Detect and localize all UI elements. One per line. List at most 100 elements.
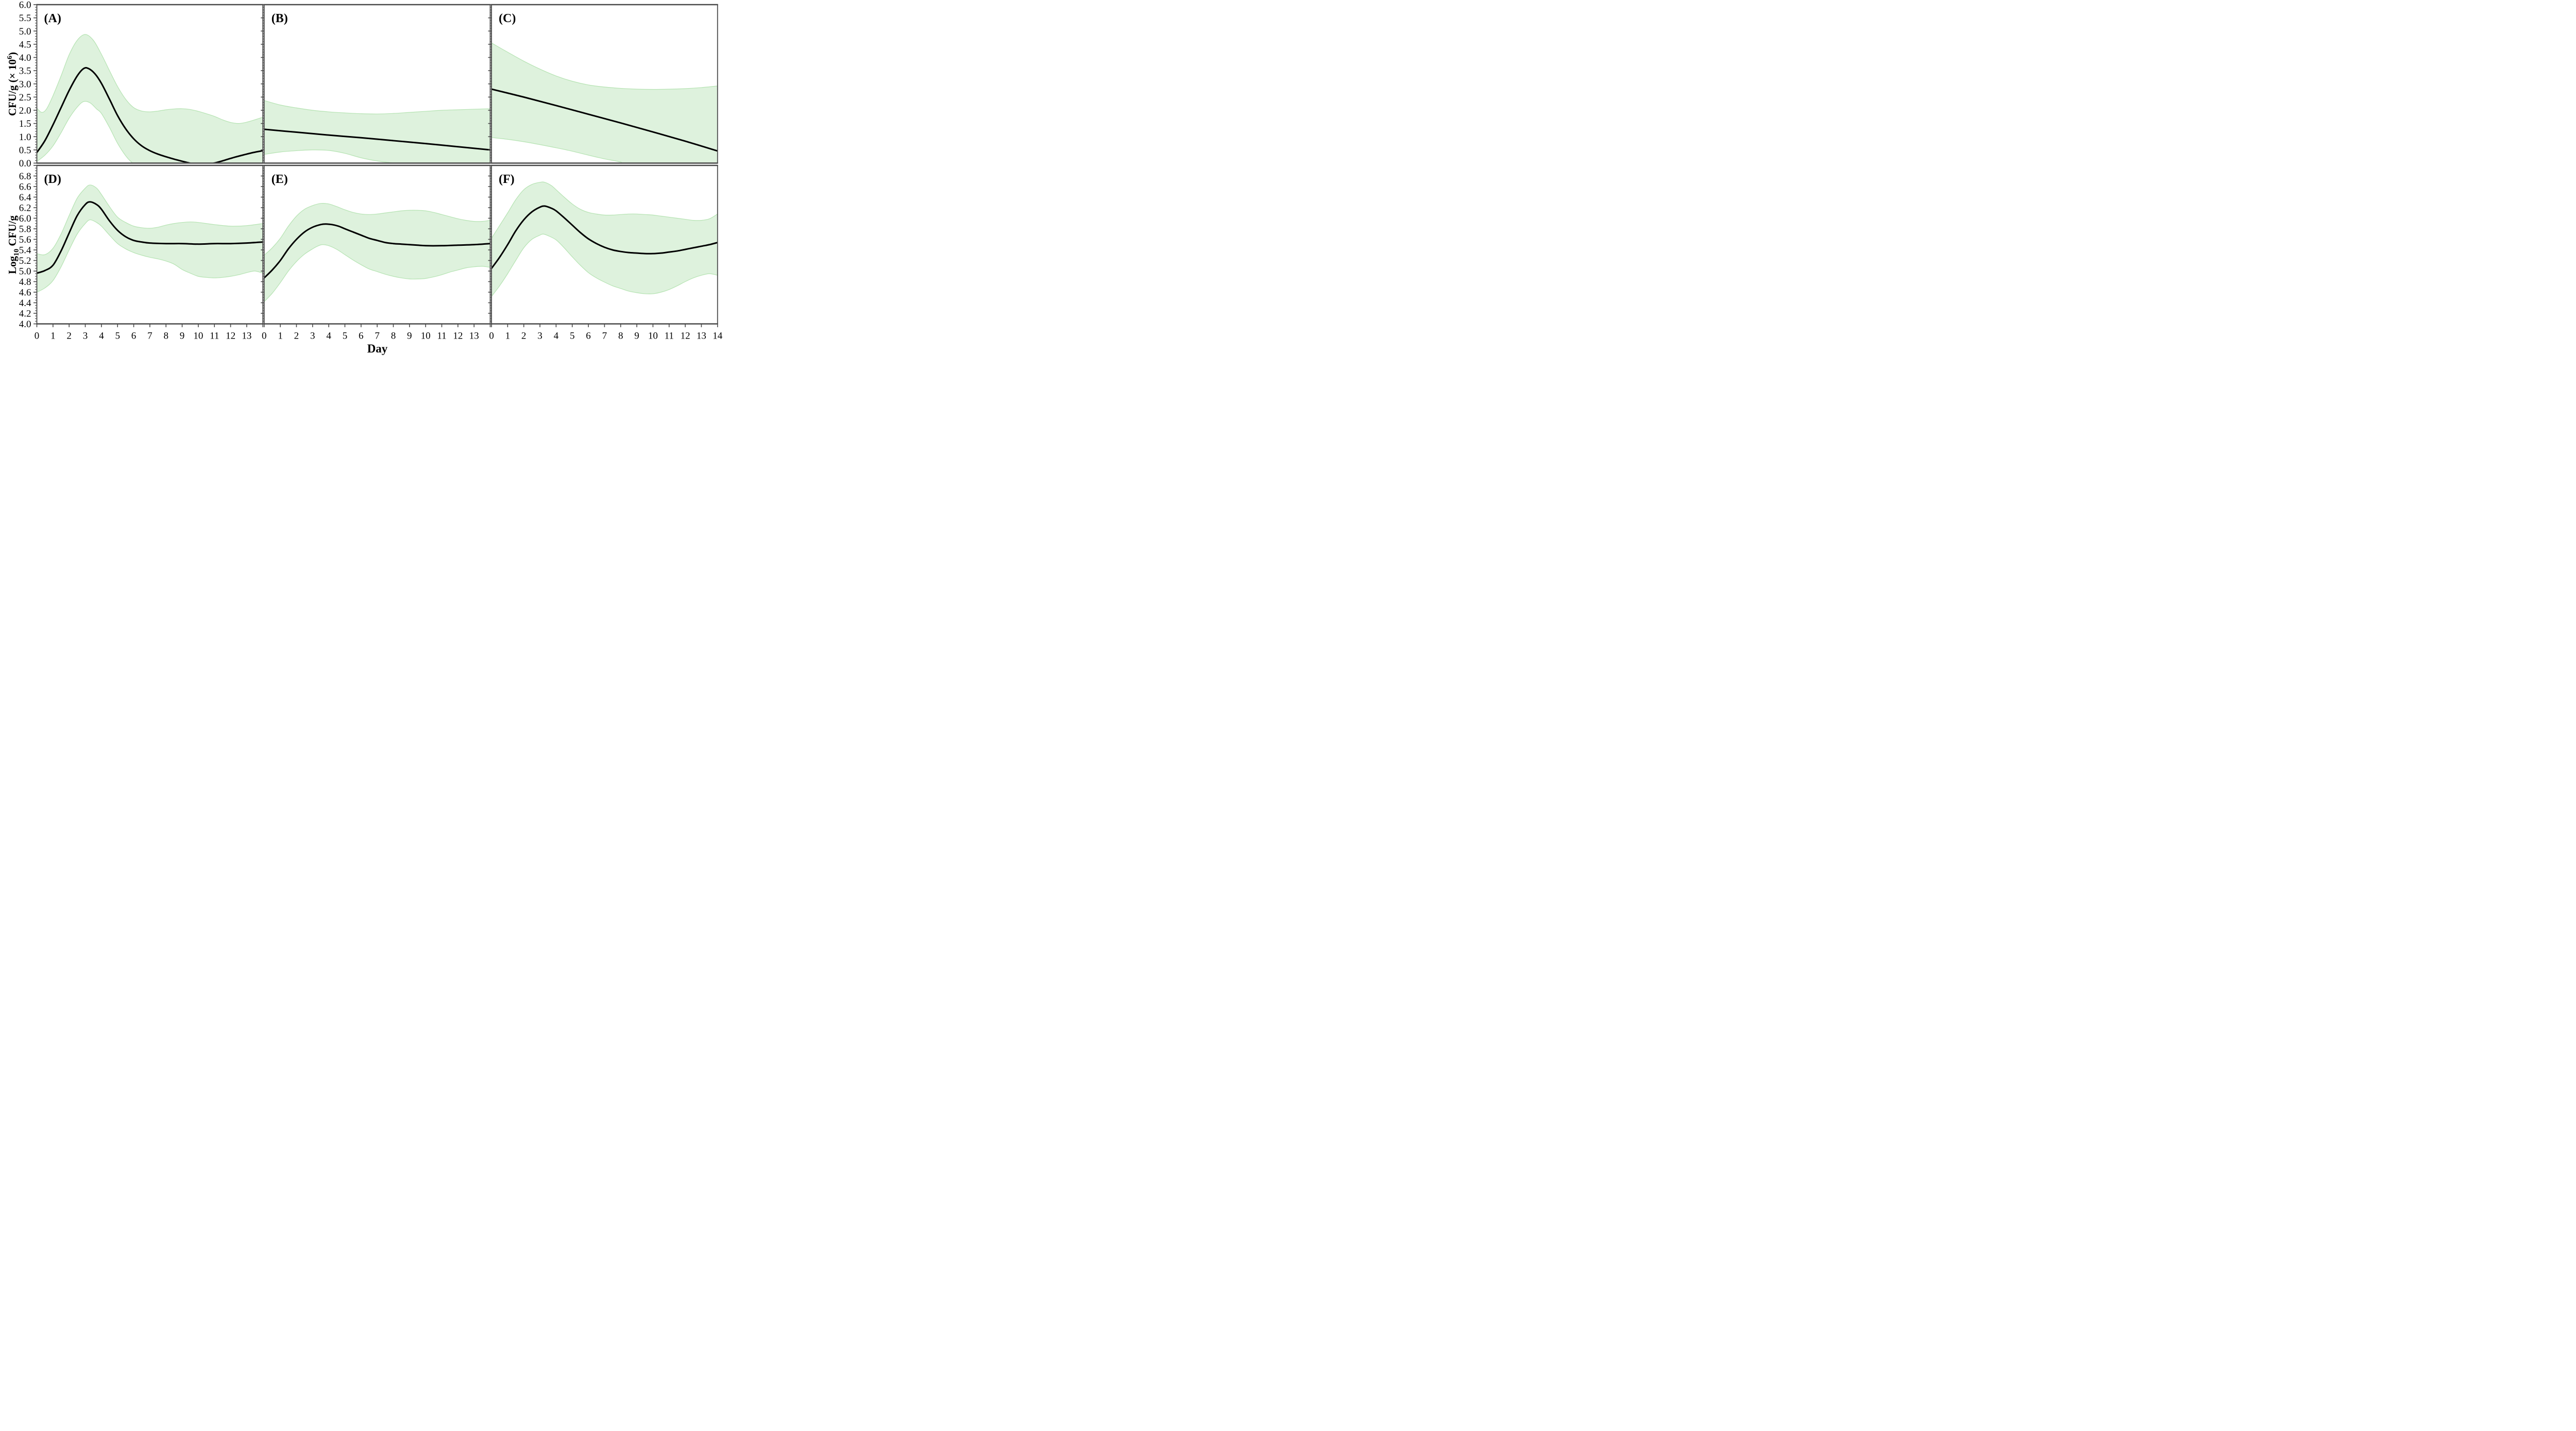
panel-F-x-tick-label: 11 xyxy=(665,331,674,342)
panel-E-x-tick-label: 8 xyxy=(391,331,396,342)
panel-F-x-tick-label: 4 xyxy=(554,331,559,342)
panel-D-y-tick-label: 5.8 xyxy=(19,224,31,235)
panel-E-x-tick-label: 2 xyxy=(294,331,299,342)
panel-D-y-tick-label: 5.0 xyxy=(19,266,31,277)
panel-D-y-tick-label: 6.0 xyxy=(19,213,31,224)
panel-D-y-tick-label: 6.2 xyxy=(19,203,31,214)
panel-F-x-tick-label: 7 xyxy=(602,331,607,342)
x-axis-title: Day xyxy=(367,342,388,355)
y-axis-title-top: CFU/g (× 106) xyxy=(6,5,21,163)
panel-D-x-tick-label: 0 xyxy=(35,331,40,342)
panel-B-confidence-band xyxy=(264,100,490,163)
panel-D-y-tick-label: 4.6 xyxy=(19,288,31,298)
panel-E-x-tick-label: 1 xyxy=(278,331,283,342)
panel-E-x-tick-label: 0 xyxy=(262,331,267,342)
panel-A-y-tick-label: 0.5 xyxy=(19,145,31,156)
panel-F-x-tick-label: 9 xyxy=(634,331,639,342)
panel-D-x-tick-label: 12 xyxy=(226,331,235,342)
panel-E-confidence-band xyxy=(264,203,490,302)
y-axis-title-top-superscript: 6 xyxy=(6,56,14,60)
y-axis-title-top-prefix: CFU/g (× 10 xyxy=(6,59,19,116)
panel-E-x-tick-label: 3 xyxy=(310,331,315,342)
chart-canvas: 0.0 0.5 1.0 1.5 2.0 2.5 3.0 3.5 4.0 4.5 5.0 5.5 6.0 (… xyxy=(19,0,723,342)
panel-E-x-tick-label: 5 xyxy=(343,331,348,342)
panel-A-label: (A) xyxy=(44,12,61,25)
panel-D-y-tick-label: 6.8 xyxy=(19,171,31,182)
panel-D-y-tick-label: 5.2 xyxy=(19,256,31,266)
panel-A-y-tick-label: 3.0 xyxy=(19,79,31,90)
panel-D-x-tick-label: 6 xyxy=(131,331,137,342)
panel-A-y-tick-label: 0.0 xyxy=(19,158,31,169)
panel-A-confidence-band xyxy=(37,34,263,163)
panel-E-x-tick-label: 6 xyxy=(359,331,364,342)
panel-F-x-tick-label: 0 xyxy=(489,331,494,342)
panel-D-y-tick-label: 5.4 xyxy=(19,245,31,256)
y-axis-title-top-suffix: ) xyxy=(6,52,19,56)
panel-D-x-tick-label: 10 xyxy=(193,331,203,342)
panel-F-x-tick-label: 5 xyxy=(570,331,575,342)
panel-A-y-tick-label: 1.5 xyxy=(19,119,31,129)
panel-D-x-tick-label: 9 xyxy=(180,331,185,342)
panel-D-x-tick-label: 4 xyxy=(99,331,104,342)
panel-D-y-tick-label: 4.2 xyxy=(19,309,31,319)
y-axis-title-bottom: Log10 CFU/g xyxy=(6,165,21,324)
y-axis-title-bottom-subscript: 10 xyxy=(13,248,21,256)
panel-A-y-tick-label: 4.5 xyxy=(19,39,31,50)
panel-C-confidence-band xyxy=(492,42,718,163)
panel-E-x-tick-label: 7 xyxy=(375,331,380,342)
panel-D-x-tick-label: 3 xyxy=(83,331,88,342)
panel-E-x-tick-label: 12 xyxy=(453,331,463,342)
panel-A-y-tick-label: 2.0 xyxy=(19,106,31,116)
panel-D-y-tick-label: 6.4 xyxy=(19,192,31,203)
panel-D-mean-line xyxy=(37,201,263,274)
panel-D-label: (D) xyxy=(44,173,61,186)
panel-D-y-tick-label: 4.0 xyxy=(19,319,31,330)
y-axis-title-bottom-prefix: Log xyxy=(6,256,19,274)
panel-A-y-tick-label: 4.0 xyxy=(19,53,31,63)
panel-E-x-tick-label: 11 xyxy=(437,331,446,342)
panel-F-mean-line xyxy=(492,205,718,270)
panel-D-y-tick-label: 6.6 xyxy=(19,182,31,193)
panel-E-x-tick-label: 9 xyxy=(407,331,412,342)
panel-D-x-tick-label: 8 xyxy=(163,331,168,342)
panel-D-y-tick-label: 4.8 xyxy=(19,277,31,288)
panel-E-x-tick-label: 10 xyxy=(421,331,431,342)
panel-B-mean-line xyxy=(264,128,490,151)
panel-D-y-tick-label: 5.6 xyxy=(19,234,31,245)
panel-F-x-tick-label: 8 xyxy=(618,331,623,342)
panel-F-x-tick-label: 13 xyxy=(697,331,706,342)
panel-A-mean-line xyxy=(37,66,263,163)
panel-D-x-tick-label: 1 xyxy=(50,331,56,342)
panel-A-y-tick-label: 2.5 xyxy=(19,92,31,103)
panel-F-x-tick-label: 12 xyxy=(681,331,690,342)
y-axis-title-bottom-suffix: CFU/g xyxy=(6,215,19,249)
panel-F-x-tick-label: 1 xyxy=(505,331,511,342)
panel-D-x-tick-label: 5 xyxy=(115,331,120,342)
panel-A-y-tick-label: 5.5 xyxy=(19,13,31,24)
panel-F-label: (F) xyxy=(499,173,515,186)
panel-D-y-tick-label: 4.4 xyxy=(19,298,31,309)
panel-A-y-tick-label: 6.0 xyxy=(19,0,31,11)
panel-A-y-tick-label: 5.0 xyxy=(19,26,31,37)
panel-E-label: (E) xyxy=(272,173,288,186)
figure-multipanel-growth-curves: 0.0 0.5 1.0 1.5 2.0 2.5 3.0 3.5 4.0 4.5 5.0 5.5 6.0 (… xyxy=(0,0,724,358)
panel-A-y-tick-label: 1.0 xyxy=(19,132,31,143)
panel-D-x-tick-label: 2 xyxy=(66,331,72,342)
panel-D-x-tick-label: 11 xyxy=(210,331,219,342)
panel-F-x-tick-label: 6 xyxy=(586,331,591,342)
panel-C-label: (C) xyxy=(499,12,516,25)
panel-F-x-tick-label: 3 xyxy=(537,331,543,342)
panel-C-mean-line xyxy=(492,88,718,152)
panel-B-label: (B) xyxy=(272,12,288,25)
panel-F-confidence-band xyxy=(492,181,718,297)
panel-E-x-tick-label: 13 xyxy=(469,331,479,342)
panel-D-confidence-band xyxy=(37,184,263,293)
panel-D-x-tick-label: 7 xyxy=(147,331,152,342)
panel-F-x-tick-label: 10 xyxy=(648,331,658,342)
panel-E-mean-line xyxy=(264,223,490,279)
panel-A-y-tick-label: 3.5 xyxy=(19,66,31,77)
panel-E-x-tick-label: 4 xyxy=(326,331,331,342)
panel-D-x-tick-label: 13 xyxy=(242,331,251,342)
panel-F-x-tick-label: 2 xyxy=(521,331,527,342)
panel-F-x-tick-label: 14 xyxy=(713,331,723,342)
